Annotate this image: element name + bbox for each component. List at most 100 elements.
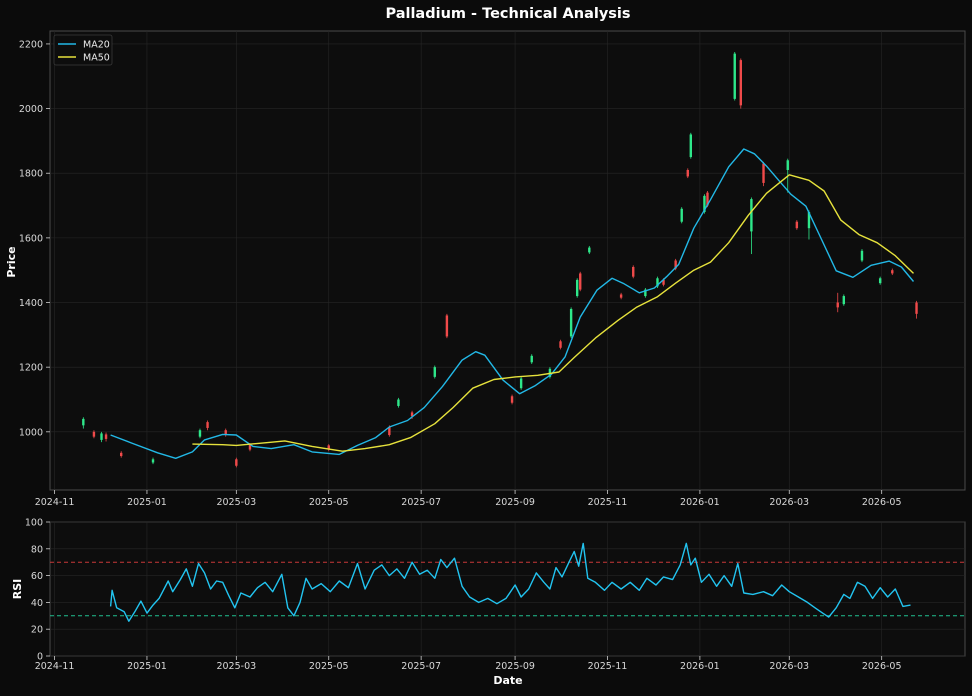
- rsi-y-tick-label: 80: [31, 544, 43, 555]
- rsi-axis-label: RSI: [11, 579, 24, 600]
- candle-body: [151, 459, 155, 463]
- candle-body: [662, 279, 665, 285]
- legend-label-ma20: MA20: [83, 40, 110, 51]
- rsi-y-tick-label: 60: [31, 571, 43, 582]
- rsi-x-tick-label: 2025-03: [216, 661, 256, 672]
- candle-body: [198, 430, 202, 437]
- candle-body: [807, 212, 811, 229]
- price-x-ticks: 2024-11 2025-01 2025-03 2025-05 2025-07 2025-…: [35, 490, 902, 508]
- price-y-tick-label: 2200: [19, 39, 43, 50]
- candle-body: [82, 418, 85, 426]
- candle-body: [786, 160, 789, 170]
- candle-body: [689, 134, 693, 158]
- price-x-tick-label: 2026-01: [680, 497, 720, 508]
- price-y-tick-label: 2000: [19, 104, 43, 115]
- candle-body: [878, 278, 882, 284]
- candle-body: [433, 367, 436, 377]
- candle-body: [733, 53, 736, 99]
- candle-body: [206, 422, 209, 428]
- candle-body: [915, 302, 918, 314]
- rsi-x-ticks: 2024-11 2025-01 2025-03 2025-05 2025-07 2025-…: [35, 656, 902, 672]
- price-grid: [50, 31, 965, 490]
- rsi-x-tick-label: 2025-07: [401, 661, 441, 672]
- price-axis-label: Price: [5, 246, 18, 277]
- candle-body: [680, 208, 683, 222]
- candle-body: [762, 163, 765, 183]
- legend-label-ma50: MA50: [83, 53, 110, 64]
- price-x-tick-label: 2025-07: [401, 497, 441, 508]
- price-y-tick-label: 1600: [19, 233, 43, 244]
- candle-body: [588, 247, 591, 253]
- candle-body: [388, 426, 391, 436]
- x-axis-label: Date: [493, 674, 522, 687]
- candle-body: [860, 250, 864, 261]
- candle-body: [445, 315, 449, 337]
- series-line-rsi: [109, 542, 911, 622]
- candle-body: [619, 294, 623, 298]
- candle-body: [569, 308, 573, 337]
- candle-body: [100, 433, 103, 440]
- candle-body: [891, 270, 894, 274]
- price-x-tick-label: 2026-03: [769, 497, 809, 508]
- chart-title: Palladium - Technical Analysis: [385, 6, 630, 22]
- rsi-x-tick-label: 2025-11: [588, 661, 628, 672]
- series-line-ma50: [192, 174, 914, 452]
- candle-body: [795, 221, 799, 229]
- rsi-y-tick-label: 40: [31, 598, 43, 609]
- candle-body: [836, 302, 839, 308]
- price-x-tick-label: 2026-05: [862, 497, 902, 508]
- series-line-ma20: [110, 148, 915, 459]
- candle-body: [248, 444, 252, 450]
- candle-body: [703, 195, 706, 213]
- rsi-panel: [49, 521, 966, 657]
- candle-body: [327, 445, 330, 450]
- candle-body: [632, 266, 635, 277]
- price-x-tick-label: 2025-11: [588, 497, 628, 508]
- price-y-tick-label: 1000: [19, 427, 43, 438]
- candle-body: [686, 169, 689, 177]
- candle-body: [104, 434, 108, 439]
- rsi-x-tick-label: 2025-01: [127, 661, 167, 672]
- rsi-x-tick-label: 2026-05: [862, 661, 902, 672]
- rsi-y-ticks: 0 20 40 60 80 100: [25, 518, 50, 663]
- price-y-tick-label: 1800: [19, 169, 43, 180]
- candle-body: [120, 452, 123, 457]
- price-x-tick-label: 2025-09: [495, 497, 535, 508]
- candle-body: [644, 289, 647, 297]
- rsi-x-tick-label: 2024-11: [35, 661, 75, 672]
- rsi-x-tick-label: 2025-09: [495, 661, 535, 672]
- price-ma-lines: [110, 148, 915, 459]
- candle-body: [579, 273, 582, 290]
- candle-body: [750, 199, 753, 232]
- legend: MA20 MA50: [53, 34, 113, 66]
- candle-body: [510, 396, 514, 403]
- rsi-x-tick-label: 2025-05: [309, 661, 349, 672]
- candle-body: [92, 431, 96, 437]
- price-y-ticks: 1000 1200 1400 1600 1800 2000 2200: [19, 39, 50, 438]
- price-x-tick-label: 2025-03: [216, 497, 256, 508]
- rsi-line: [109, 542, 911, 622]
- price-x-tick-label: 2025-05: [309, 497, 349, 508]
- candle-body: [235, 459, 238, 466]
- rsi-y-tick-label: 20: [31, 625, 43, 636]
- rsi-threshold-lines: [50, 561, 965, 617]
- candle-body: [559, 341, 562, 348]
- price-y-tick-label: 1200: [19, 363, 43, 374]
- rsi-grid: [50, 521, 965, 657]
- candle-body: [706, 192, 709, 206]
- rsi-x-tick-label: 2026-03: [769, 661, 809, 672]
- candle-body: [575, 279, 579, 297]
- rsi-y-tick-label: 0: [37, 652, 43, 663]
- candle-body: [530, 355, 533, 363]
- price-x-tick-label: 2025-01: [127, 497, 167, 508]
- price-x-tick-label: 2024-11: [35, 497, 75, 508]
- candle-body: [397, 399, 400, 406]
- candle-body: [842, 296, 846, 305]
- price-panel: [49, 30, 966, 491]
- price-y-tick-label: 1400: [19, 298, 43, 309]
- candle-body: [674, 260, 677, 269]
- rsi-x-tick-label: 2026-01: [680, 661, 720, 672]
- rsi-y-tick-label: 100: [25, 518, 43, 529]
